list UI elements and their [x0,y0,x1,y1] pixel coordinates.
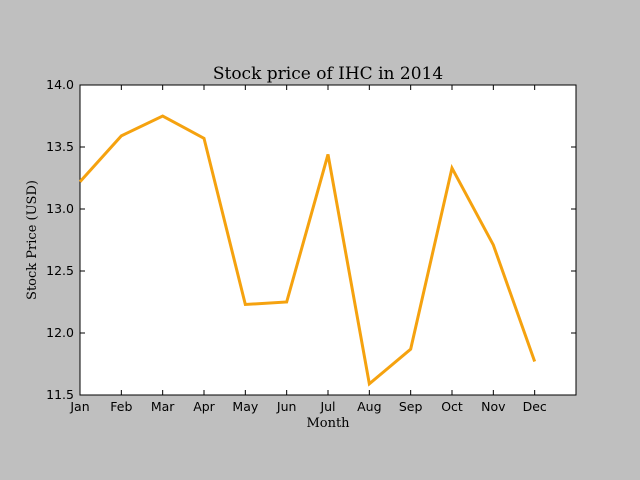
y-axis-label: Stock Price (USD) [25,180,40,300]
x-tick-label: Mar [151,399,175,414]
x-tick-label: Sep [399,399,423,414]
y-tick-label: 11.5 [46,387,74,402]
x-tick-label: Nov [481,399,506,414]
x-tick-label: Aug [357,399,381,414]
chart-title: Stock price of IHC in 2014 [213,64,443,84]
plot-area [79,84,577,396]
x-tick-label: Jul [319,399,335,414]
x-tick-label: Feb [110,399,132,414]
y-tick-label: 14.0 [46,77,74,92]
y-tick-label: 13.0 [46,201,74,216]
x-axis-label: Month [306,416,350,431]
series-line-ihc-stock-price [78,114,537,387]
x-tick-label: Apr [193,399,215,414]
x-tick-label: Oct [441,399,463,414]
x-tick-label: Jun [276,399,297,414]
y-tick-label: 12.5 [46,263,74,278]
x-tick-label: Dec [523,399,547,414]
x-axis-ticks: Jan Feb Mar Apr May Jun Jul Aug Sep Oct Nov Dec [69,85,577,414]
y-axis-ticks: 11.5 12.0 12.5 13.0 13.5 14.0 [46,77,576,402]
x-tick-label: May [232,399,258,414]
y-tick-label: 12.0 [46,325,74,340]
y-tick-label: 13.5 [46,139,74,154]
x-tick-label: Jan [69,399,89,414]
